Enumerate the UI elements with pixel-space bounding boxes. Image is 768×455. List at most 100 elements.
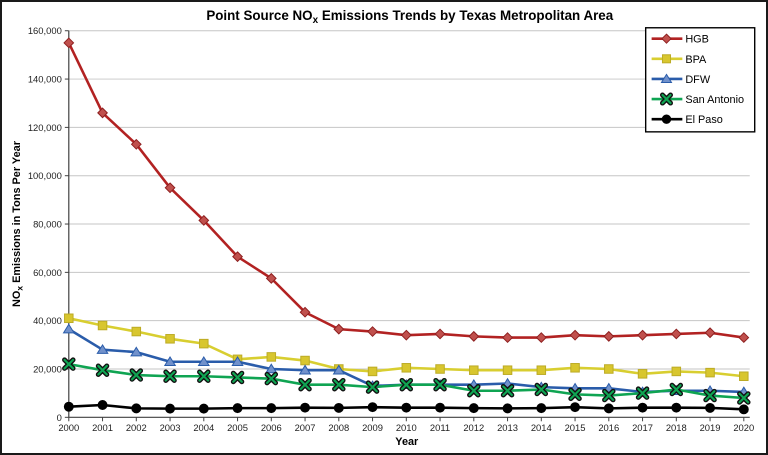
marker-BPA bbox=[131, 326, 142, 337]
x-tick-label: 2007 bbox=[295, 422, 316, 433]
marker-HGB bbox=[468, 330, 480, 342]
data-series bbox=[62, 37, 751, 415]
marker-DFW bbox=[332, 364, 345, 375]
marker-HGB bbox=[661, 33, 672, 44]
marker-El Paso bbox=[300, 402, 311, 413]
x-tick-label: 2006 bbox=[261, 422, 282, 433]
x-tick-label: 2009 bbox=[362, 422, 383, 433]
y-tick-label: 0 bbox=[57, 412, 62, 423]
marker-El Paso bbox=[401, 402, 412, 413]
marker-BPA bbox=[300, 355, 310, 366]
x-tick-label: 2018 bbox=[666, 422, 687, 433]
marker-HGB bbox=[569, 329, 581, 341]
marker-BPA bbox=[469, 365, 479, 375]
marker-HGB bbox=[63, 37, 75, 49]
y-axis-title: NOx Emissions in Tons Per Year bbox=[11, 140, 24, 307]
x-tick-label: 2020 bbox=[733, 422, 754, 433]
y-tick-label: 140,000 bbox=[28, 74, 62, 85]
marker-San Antonio bbox=[434, 379, 446, 391]
marker-El Paso bbox=[232, 403, 243, 414]
marker-El Paso bbox=[468, 403, 479, 414]
legend-label: San Antonio bbox=[685, 94, 744, 106]
marker-El Paso bbox=[198, 403, 209, 414]
y-tick-label: 20,000 bbox=[33, 363, 62, 374]
marker-El Paso bbox=[603, 403, 614, 414]
marker-San Antonio bbox=[502, 385, 513, 397]
series-el-paso bbox=[63, 400, 749, 415]
axes: 0 20,000 40,000 60,000 80,000 100,000 120,000 1… bbox=[28, 25, 754, 433]
legend-label: BPA bbox=[685, 54, 707, 66]
marker-BPA bbox=[502, 365, 513, 375]
marker-El Paso bbox=[97, 400, 108, 410]
marker-BPA bbox=[570, 363, 580, 373]
gridlines bbox=[68, 30, 750, 370]
x-tick-label: 2000 bbox=[58, 422, 79, 433]
x-tick-label: 2002 bbox=[126, 422, 147, 433]
marker-BPA bbox=[637, 369, 648, 379]
y-tick-label: 80,000 bbox=[33, 219, 62, 230]
legend-label: El Paso bbox=[685, 114, 723, 126]
marker-BPA bbox=[705, 367, 715, 378]
x-tick-label: 2001 bbox=[92, 422, 113, 433]
marker-HGB bbox=[704, 327, 716, 339]
legend: HGB BPA DFW San Antonio El Paso bbox=[644, 27, 756, 133]
x-axis-title: Year bbox=[395, 436, 419, 448]
marker-BPA bbox=[199, 338, 209, 349]
series-san-antonio bbox=[62, 357, 751, 405]
marker-DFW bbox=[298, 364, 312, 375]
marker-HGB bbox=[265, 272, 277, 284]
marker-HGB bbox=[603, 330, 615, 342]
marker-San Antonio bbox=[367, 381, 378, 393]
marker-BPA bbox=[604, 364, 614, 374]
x-tick-label: 2019 bbox=[700, 422, 721, 433]
x-tick-label: 2008 bbox=[328, 422, 349, 433]
marker-San Antonio bbox=[232, 372, 243, 383]
marker-DFW bbox=[96, 343, 109, 354]
x-tick-label: 2016 bbox=[598, 422, 619, 433]
marker-BPA bbox=[367, 366, 378, 377]
marker-HGB bbox=[367, 326, 379, 338]
x-tick-label: 2013 bbox=[497, 422, 518, 433]
x-tick-label: 2003 bbox=[160, 422, 181, 433]
x-tick-label: 2014 bbox=[531, 422, 552, 433]
legend-entry-el-paso: El Paso bbox=[651, 114, 723, 126]
x-tick-label: 2012 bbox=[463, 422, 484, 433]
marker-El Paso bbox=[502, 403, 513, 414]
marker-San Antonio bbox=[738, 392, 750, 404]
marker-El Paso bbox=[367, 402, 378, 413]
legend-entry-dfw: DFW bbox=[651, 73, 711, 86]
y-tick-label: 60,000 bbox=[33, 267, 62, 278]
marker-HGB bbox=[502, 332, 514, 344]
marker-BPA bbox=[435, 364, 445, 374]
marker-DFW bbox=[62, 323, 75, 334]
marker-San Antonio bbox=[63, 358, 75, 370]
x-tick-label: 2005 bbox=[227, 422, 248, 433]
marker-San Antonio bbox=[164, 370, 176, 382]
legend-entry-hgb: HGB bbox=[651, 33, 709, 46]
marker-HGB bbox=[164, 182, 176, 194]
marker-HGB bbox=[333, 323, 345, 335]
marker-HGB bbox=[299, 306, 311, 318]
marker-El Paso bbox=[671, 402, 682, 413]
marker-BPA bbox=[64, 313, 74, 324]
marker-El Paso bbox=[637, 402, 648, 413]
marker-San Antonio bbox=[569, 389, 581, 400]
marker-El Paso bbox=[63, 401, 74, 412]
legend-label: DFW bbox=[685, 74, 711, 86]
marker-HGB bbox=[738, 332, 750, 344]
chart-title: Point Source NOx Emissions Trends by Tex… bbox=[206, 8, 613, 26]
marker-HGB bbox=[535, 332, 547, 344]
marker-DFW bbox=[231, 356, 244, 367]
marker-BPA bbox=[661, 54, 672, 64]
marker-HGB bbox=[670, 328, 682, 340]
marker-BPA bbox=[266, 352, 277, 362]
marker-San Antonio bbox=[265, 373, 277, 385]
marker-DFW bbox=[660, 73, 673, 83]
marker-El Paso bbox=[661, 114, 672, 124]
marker-El Paso bbox=[536, 403, 547, 414]
y-tick-label: 40,000 bbox=[33, 315, 62, 326]
marker-BPA bbox=[401, 363, 412, 373]
marker-BPA bbox=[739, 371, 749, 382]
marker-El Paso bbox=[435, 402, 446, 413]
marker-DFW bbox=[130, 346, 143, 357]
